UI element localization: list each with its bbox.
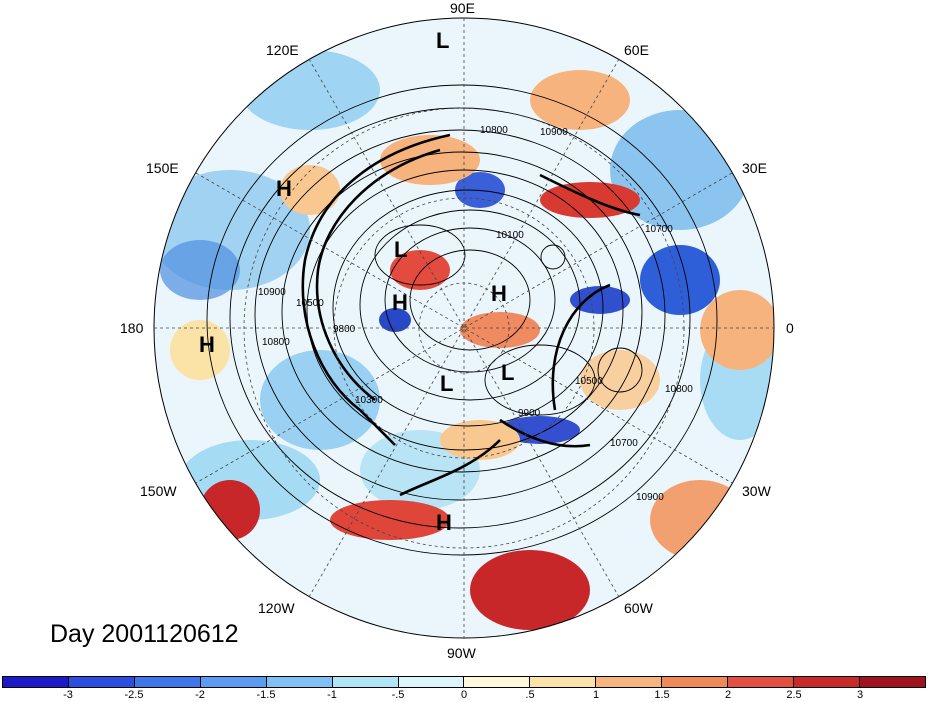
colorbar-swatch [332, 677, 399, 687]
contour-label: 10800 [665, 384, 693, 395]
colorbar-swatch [859, 677, 925, 687]
contour-label: 10800 [262, 337, 290, 348]
colorbar-tick-label: -3 [63, 689, 73, 701]
low-center: L [394, 237, 407, 262]
contour-label: 10900 [636, 492, 664, 503]
contour-label: 10300 [355, 395, 383, 406]
colorbar-swatch [398, 677, 465, 687]
colorbar-tick-label: .5 [525, 689, 535, 701]
colorbar-tick-label: 3 [856, 689, 864, 701]
colorbar-tick-label: -2.5 [124, 689, 144, 701]
contour-label: 9800 [333, 324, 356, 335]
high-center: H [199, 332, 215, 357]
colorbar [2, 676, 926, 688]
colorbar-tick-label: 1.5 [654, 689, 670, 701]
colorbar-swatch [662, 677, 729, 687]
colorbar-tick-label: -1.5 [256, 689, 276, 701]
lon-label-90e: 90E [450, 0, 475, 16]
low-center: L [501, 360, 514, 385]
high-center: H [392, 290, 408, 315]
colorbar-swatch [464, 677, 531, 687]
contour-label: 10100 [496, 230, 524, 241]
lon-label-150w: 150W [140, 483, 177, 499]
lon-label-90w: 90W [447, 645, 476, 661]
lon-label-60w: 60W [624, 600, 653, 616]
colorbar-tick-label: -2 [195, 689, 205, 701]
day-title: Day 2001120612 [50, 620, 239, 648]
colorbar-swatch [596, 677, 663, 687]
high-center: H [276, 176, 292, 201]
lon-label-120e: 120E [266, 42, 299, 58]
lon-label-0: 0 [786, 320, 794, 336]
low-center: L [440, 371, 453, 396]
colorbar-tick-label: 0 [460, 689, 468, 701]
jet-contours [301, 133, 641, 497]
colorbar-tick-label: 2.5 [786, 689, 802, 701]
lon-label-30w: 30W [742, 483, 771, 499]
colorbar-tick-label: 2 [724, 689, 732, 701]
colorbar-swatch [266, 677, 333, 687]
contour-label: 9900 [518, 408, 541, 419]
graticule [154, 18, 774, 638]
contour-labels: 10800 10900 10100 10700 10900 10500 1080… [258, 125, 693, 503]
lon-label-60e: 60E [624, 42, 649, 58]
lon-label-120w: 120W [258, 600, 295, 616]
colorbar-swatch [728, 677, 795, 687]
contour-label: 10900 [540, 127, 568, 138]
lon-label-180: 180 [120, 320, 144, 336]
lon-label-150e: 150E [146, 160, 179, 176]
lon-label-30e: 30E [742, 160, 767, 176]
contour-label: 10700 [610, 438, 638, 449]
colorbar-tick-label: -.5 [391, 689, 405, 701]
contour-label: 10800 [480, 125, 508, 136]
colorbar-swatch [3, 677, 69, 687]
contour-label: 10900 [258, 287, 286, 298]
colorbar-tick-label: -1 [327, 689, 337, 701]
contour-label: 10500 [296, 298, 324, 309]
high-center: H [491, 281, 507, 306]
colorbar-tick-label: 1 [592, 689, 600, 701]
colorbar-swatch [68, 677, 135, 687]
colorbar-swatch [794, 677, 860, 687]
colorbar-swatch [530, 677, 597, 687]
high-center: H [436, 510, 452, 535]
contour-label: 10500 [575, 376, 603, 387]
colorbar-swatch [134, 677, 201, 687]
pressure-centers: L H L H H L L H H [199, 28, 514, 535]
colorbar-swatch [200, 677, 267, 687]
low-center: L [436, 28, 449, 53]
contour-label: 10700 [645, 224, 673, 235]
